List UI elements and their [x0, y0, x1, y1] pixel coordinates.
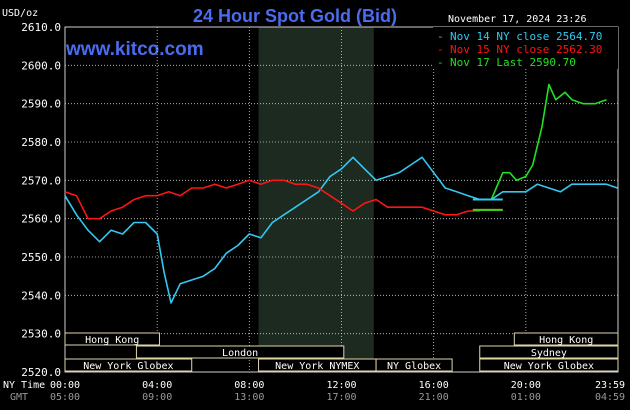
y-tick-label: 2550.0	[21, 251, 61, 264]
y-tick-label: 2590.0	[21, 98, 61, 111]
series-line-2	[64, 179, 480, 220]
chart-title: 24 Hour Spot Gold (Bid)	[193, 6, 397, 26]
x-tick-gmt: 01:00	[511, 392, 541, 403]
x-tick-ny: 08:00	[234, 380, 264, 391]
session-label-2: Hong Kong	[539, 335, 593, 346]
x-tick-gmt: 09:00	[142, 392, 172, 403]
session-box-7	[375, 358, 453, 372]
x-tick-ny: 23:59	[595, 380, 625, 391]
session-label-3: London	[222, 348, 258, 359]
session-label-6: New York NYMEX	[275, 361, 359, 372]
nymex-session-shading	[258, 27, 374, 372]
x-tick-ny: 20:00	[511, 380, 541, 391]
legend: - Nov 14 NY close 2564.70- Nov 15 NY close…	[433, 27, 618, 69]
trading-sessions: Hong Kong Hong Kong London Sydney New York G…	[64, 332, 619, 372]
x-tick-gmt: 17:00	[326, 392, 356, 403]
x-tick-gmt: 04:59	[595, 392, 625, 403]
series-line-1	[64, 156, 618, 304]
y-tick-label: 2580.0	[21, 136, 61, 149]
y-tick-label: 2560.0	[21, 213, 61, 226]
x-tick-gmt: 05:00	[50, 392, 80, 403]
legend-box	[433, 27, 618, 69]
x-tick-ny: 16:00	[419, 380, 449, 391]
y-tick-label: 2610.0	[21, 21, 61, 34]
session-label-8: New York Globex	[504, 361, 594, 372]
unit-label: USD/oz	[2, 8, 38, 19]
y-tick-label: 2540.0	[21, 289, 61, 302]
y-tick-label: 2570.0	[21, 174, 61, 187]
legend-entry-1: Nov 14 NY close 2564.70	[450, 30, 602, 43]
session-label-5: New York Globex	[83, 361, 173, 372]
session-box-4	[479, 345, 619, 359]
session-box-8	[479, 358, 619, 372]
y-tick-label: 2530.0	[21, 328, 61, 341]
x-tick-gmt: 13:00	[234, 392, 264, 403]
y-tick-label: 2600.0	[21, 59, 61, 72]
timestamp: November 17, 2024 23:26	[448, 14, 586, 25]
x-tick-ny: 04:00	[142, 380, 172, 391]
x-tick-ny: 12:00	[326, 380, 356, 391]
y-tick-label: 2520.0	[21, 366, 61, 379]
y-axis-ticks: 2610.0 2600.0 2590.0 2580.0 2570.0 2560.0 2550…	[21, 21, 61, 379]
grid-lines	[64, 26, 619, 373]
legend-dash-3: -	[437, 56, 444, 69]
plot-frame	[64, 26, 619, 373]
x-axis-name-ny: NY Time	[3, 380, 45, 391]
session-box-1	[64, 332, 160, 346]
session-label-1: Hong Kong	[85, 335, 139, 346]
session-box-3	[135, 345, 345, 359]
session-shade-rect	[258, 27, 374, 372]
session-label-7: NY Globex	[387, 361, 441, 372]
x-axis-name-gmt: GMT	[10, 392, 28, 403]
x-tick-gmt: 21:00	[419, 392, 449, 403]
legend-dash-1: -	[437, 30, 444, 43]
session-box-5	[64, 358, 193, 372]
session-box-2	[513, 332, 619, 346]
legend-entry-2: Nov 15 NY close 2562.30	[450, 43, 602, 56]
x-axis-ticks: 00:00 04:00 08:00 12:00 16:00 20:00 23:59 05:00…	[50, 380, 625, 403]
price-series	[64, 83, 618, 304]
series-line-3	[490, 83, 607, 200]
session-label-4: Sydney	[531, 348, 567, 359]
site-link[interactable]: www.kitco.com	[65, 39, 204, 60]
legend-entry-3: Nov 17 Last 2590.70	[450, 56, 576, 69]
x-tick-ny: 00:00	[50, 380, 80, 391]
legend-dash-2: -	[437, 43, 444, 56]
